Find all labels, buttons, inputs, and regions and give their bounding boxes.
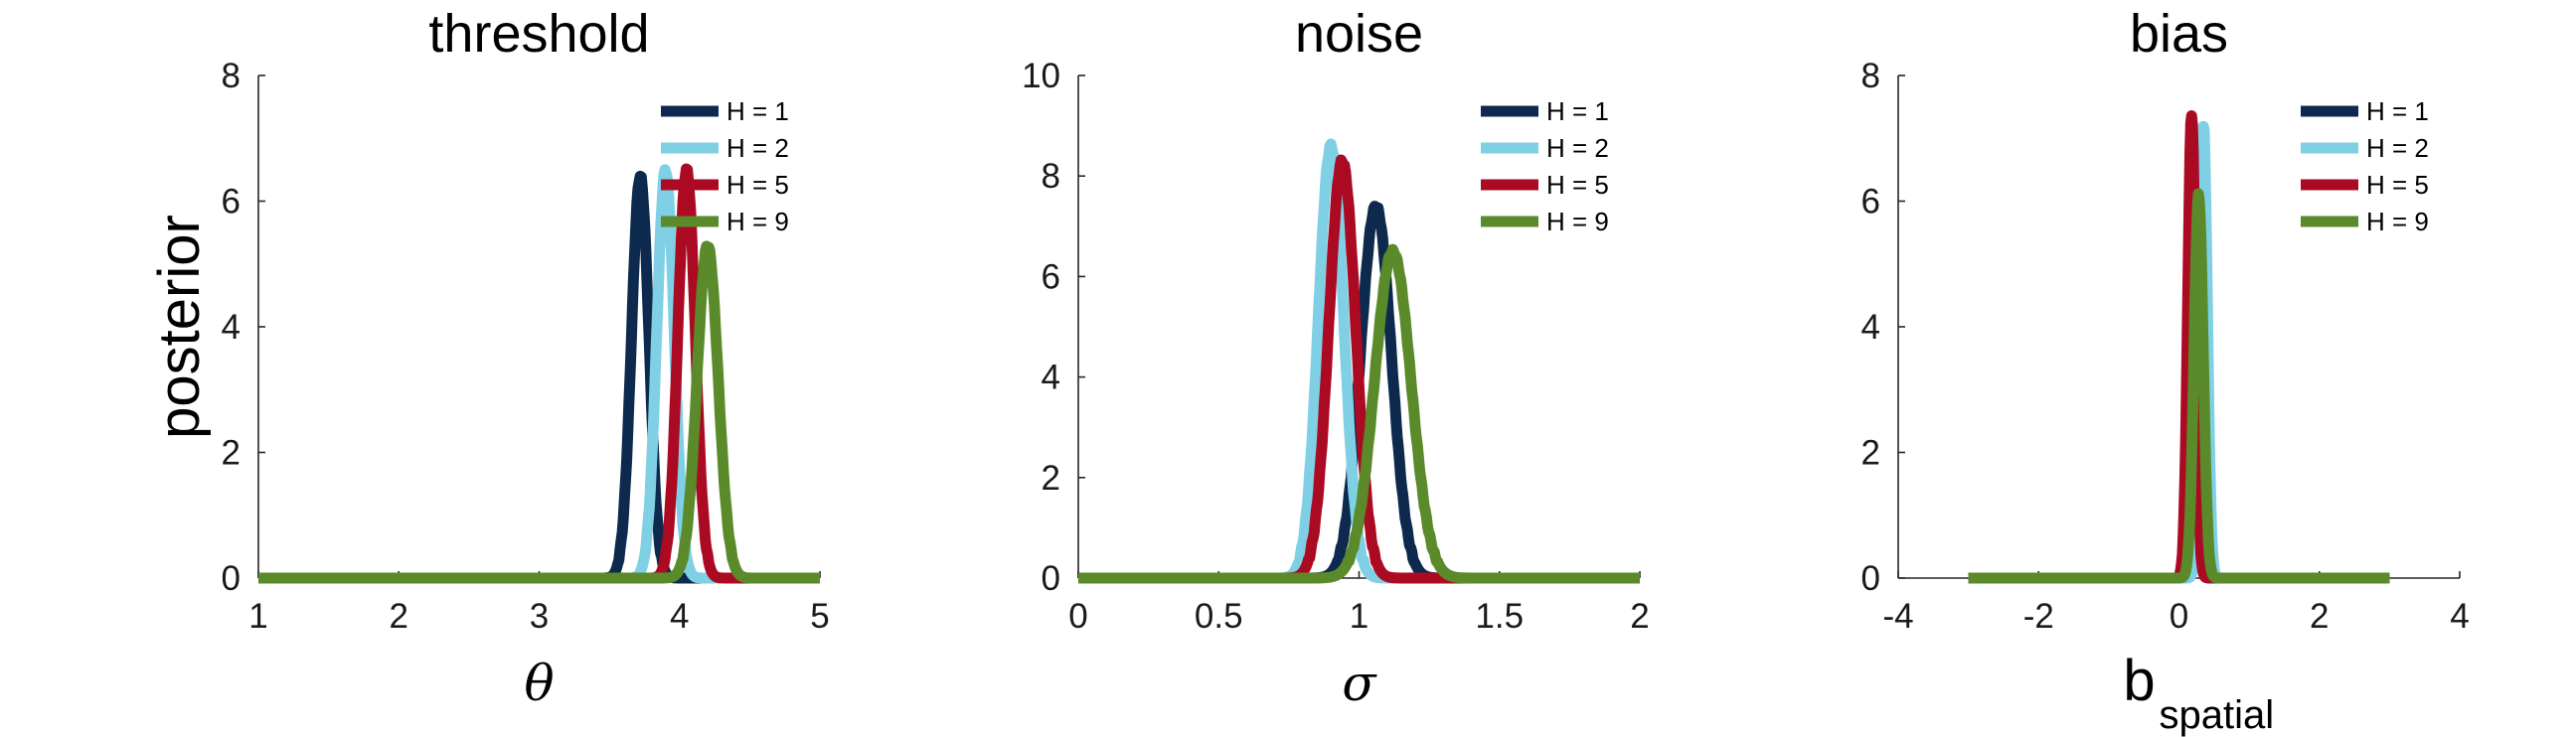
legend-label: H = 2 [2366,133,2429,163]
y-tick-label: 2 [222,434,241,473]
y-tick-label: 0 [1861,559,1880,598]
x-tick-label: 1 [1350,597,1368,636]
x-tick-label: 1.5 [1475,597,1524,636]
legend-label: H = 2 [1546,133,1609,163]
x-tick-label: 3 [530,597,549,636]
x-axis-label-subscript: spatial [2160,693,2275,737]
x-tick-label: 1 [248,597,267,636]
y-tick-label: 0 [1042,559,1060,598]
series-line-h9 [253,240,825,584]
legend-label: H = 2 [726,133,789,163]
y-tick-label: 6 [1042,257,1060,296]
panel-title: noise [1295,4,1423,64]
x-tick-label: 4 [2450,597,2469,636]
y-tick-label: 8 [1861,57,1880,95]
legend-label: H = 1 [726,96,789,126]
y-tick-label: 6 [1861,183,1880,221]
panel-title: bias [2130,4,2228,64]
legend-label: H = 5 [726,170,789,200]
x-tick-label: 2 [1630,597,1649,636]
x-tick-label: 0 [1068,597,1087,636]
x-axis-label: θ [524,655,554,712]
x-axis-label: σ [1342,655,1377,712]
x-axis-label: b [2123,649,2155,713]
panel-1: noise 0 2 4 6 8 10 0 0.5 1 1.5 2 σ H = 1 H = 2 H = 5 H =… [1022,4,1650,712]
y-tick-label: 4 [222,308,241,347]
legend-label: H = 5 [1546,170,1609,200]
panel-title: threshold [428,4,649,64]
y-tick-label: 10 [1022,57,1060,95]
x-tick-label: -2 [2023,597,2054,636]
y-tick-label: 4 [1042,359,1060,397]
legend-label: H = 9 [2366,207,2429,236]
legend-label: H = 5 [2366,170,2429,200]
x-tick-label: 4 [670,597,689,636]
x-tick-label: 0.5 [1195,597,1243,636]
y-tick-label: 2 [1861,434,1880,473]
series-line-h9 [1963,188,2395,584]
x-tick-label: 2 [2310,597,2329,636]
legend-label: H = 1 [2366,96,2429,126]
y-tick-label: 2 [1042,459,1060,498]
legend-label: H = 1 [1546,96,1609,126]
y-axis-label: posterior [147,215,212,439]
y-tick-label: 8 [1042,157,1060,196]
legend-label: H = 9 [726,207,789,236]
series-line-h1 [253,170,825,584]
y-tick-label: 4 [1861,308,1880,347]
y-tick-label: 6 [222,183,241,221]
legend-label: H = 9 [1546,207,1609,236]
x-tick-label: 5 [810,597,829,636]
y-tick-label: 0 [222,559,241,598]
y-tick-label: 8 [222,57,241,95]
x-tick-label: -4 [1882,597,1913,636]
x-tick-label: 0 [2170,597,2188,636]
panel-0: threshold 0 2 4 6 8 1 2 3 4 5 posterior θ H = 1 H = 2 H… [147,4,830,712]
series-line-h9 [1073,243,1645,584]
x-tick-label: 2 [390,597,408,636]
